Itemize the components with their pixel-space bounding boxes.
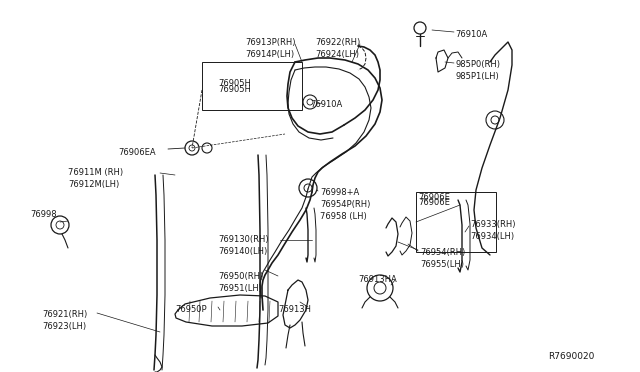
Text: 985P0(RH): 985P0(RH) <box>455 60 500 69</box>
Text: 76913H: 76913H <box>278 305 311 314</box>
Text: 76951(LH): 76951(LH) <box>218 284 262 293</box>
Text: 76924(LH): 76924(LH) <box>315 50 359 59</box>
Text: 76911M (RH): 76911M (RH) <box>68 168 123 177</box>
Text: 76921(RH): 76921(RH) <box>42 310 87 319</box>
Text: 76998+A: 76998+A <box>320 188 359 197</box>
Text: 985P1(LH): 985P1(LH) <box>455 72 499 81</box>
Text: 76913HA: 76913HA <box>358 275 397 284</box>
Text: 76922(RH): 76922(RH) <box>315 38 360 47</box>
Text: R7690020: R7690020 <box>548 352 595 361</box>
Text: 76923(LH): 76923(LH) <box>42 322 86 331</box>
Text: 76914P(LH): 76914P(LH) <box>245 50 294 59</box>
Text: 76933(RH): 76933(RH) <box>470 220 515 229</box>
Text: 76910A: 76910A <box>455 30 487 39</box>
Text: 76955(LH): 76955(LH) <box>420 260 464 269</box>
Text: 76912M(LH): 76912M(LH) <box>68 180 119 189</box>
Text: 76954P(RH): 76954P(RH) <box>320 200 371 209</box>
Bar <box>202 62 302 110</box>
Bar <box>416 192 496 252</box>
Text: 76905H: 76905H <box>218 85 251 94</box>
Text: 76906E: 76906E <box>418 193 450 202</box>
Text: 76905H: 76905H <box>218 79 251 88</box>
Text: 769140(LH): 769140(LH) <box>218 247 268 256</box>
Text: 76913P(RH): 76913P(RH) <box>245 38 296 47</box>
Text: 76954(RH): 76954(RH) <box>420 248 465 257</box>
Text: 76906EA: 76906EA <box>118 148 156 157</box>
Text: 769130(RH): 769130(RH) <box>218 235 269 244</box>
Text: 76910A: 76910A <box>310 100 342 109</box>
Text: 76958 (LH): 76958 (LH) <box>320 212 367 221</box>
Text: 76950P: 76950P <box>175 305 207 314</box>
Text: 76950(RH): 76950(RH) <box>218 272 263 281</box>
Text: 76998: 76998 <box>30 210 56 219</box>
Text: 76934(LH): 76934(LH) <box>470 232 514 241</box>
Text: 76906E: 76906E <box>418 198 450 207</box>
